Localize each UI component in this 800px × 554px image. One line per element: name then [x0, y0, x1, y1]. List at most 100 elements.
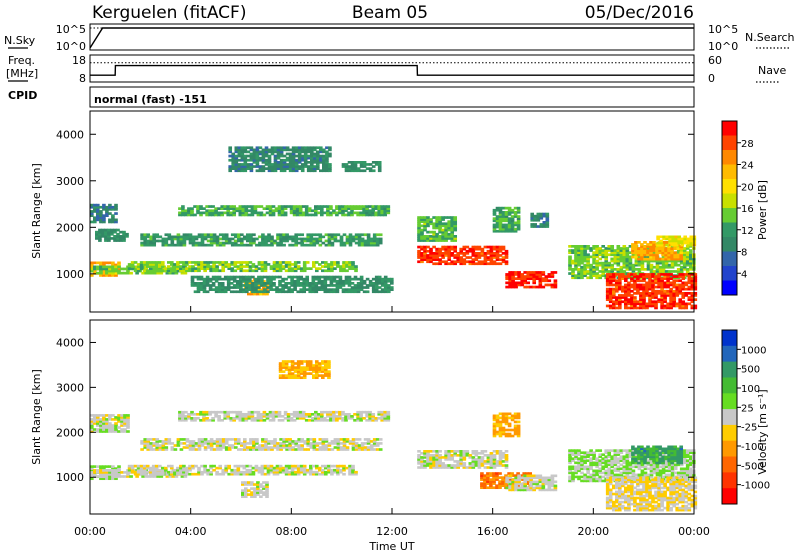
- power-cell: [339, 265, 343, 268]
- power-cell: [338, 275, 343, 279]
- power-cell: [366, 235, 371, 239]
- velocity-cell: [315, 470, 319, 474]
- power-cell: [255, 150, 260, 154]
- power-cell: [536, 218, 541, 222]
- power-cell: [368, 279, 373, 283]
- power-cell: [200, 261, 204, 264]
- velocity-cell: [336, 448, 341, 451]
- power-cell: [678, 287, 683, 291]
- velocity-cell: [133, 472, 138, 476]
- velocity-cell: [380, 413, 385, 416]
- power-cell: [270, 239, 274, 243]
- velocity-cell: [259, 489, 263, 492]
- velocity-cell: [220, 419, 225, 422]
- velocity-cell: [380, 419, 385, 422]
- power-cell: [505, 277, 509, 280]
- power-cell: [244, 213, 249, 217]
- power-cell: [377, 290, 382, 294]
- power-cell: [234, 146, 239, 150]
- power-cell: [261, 243, 265, 247]
- velocity-cell: [272, 472, 277, 476]
- power-cell: [676, 245, 681, 248]
- power-cell: [341, 209, 345, 213]
- power-cell: [608, 275, 613, 278]
- power-cell: [689, 265, 693, 269]
- power-cell: [586, 245, 590, 248]
- power-cell: [648, 281, 652, 285]
- power-cell: [276, 161, 281, 164]
- velocity-cell: [465, 454, 470, 457]
- velocity-cell: [99, 475, 103, 478]
- power-cell: [313, 165, 317, 168]
- power-cell: [651, 296, 655, 299]
- power-cell: [666, 275, 670, 278]
- power-cell: [359, 169, 364, 173]
- power-cell: [239, 275, 243, 279]
- power-cell: [282, 146, 287, 150]
- power-cell: [303, 146, 308, 150]
- power-cell: [489, 245, 494, 249]
- power-cell: [444, 226, 448, 230]
- velocity-cell: [375, 442, 380, 445]
- power-cell: [297, 146, 302, 150]
- power-cell: [634, 259, 639, 263]
- power-cell: [328, 154, 332, 158]
- velocity-cell: [234, 440, 238, 443]
- power-cell: [670, 249, 674, 253]
- power-cell: [270, 235, 274, 239]
- power-cell: [604, 259, 609, 263]
- power-cell: [276, 165, 281, 168]
- power-cell: [347, 167, 352, 170]
- power-cell: [257, 290, 261, 294]
- power-cell: [246, 235, 250, 239]
- power-cell: [161, 243, 166, 247]
- power-cell: [612, 294, 616, 297]
- power-cell: [441, 216, 445, 219]
- power-cell: [193, 284, 198, 287]
- power-cell: [293, 263, 298, 266]
- velocity-cell: [203, 440, 208, 443]
- power-cell: [338, 284, 343, 287]
- power-cell: [601, 272, 606, 275]
- power-cell: [303, 161, 308, 164]
- velocity-cell: [117, 469, 121, 472]
- velocity-cell: [90, 465, 94, 468]
- power-cell: [682, 255, 687, 259]
- power-cell: [501, 256, 506, 259]
- power-cell: [589, 247, 593, 250]
- power-cell: [110, 232, 114, 236]
- power-cell: [684, 306, 689, 310]
- power-cell: [217, 290, 222, 294]
- power-cell: [99, 216, 103, 220]
- power-cell: [633, 304, 637, 308]
- power-cell: [568, 268, 572, 271]
- power-cell: [683, 235, 688, 239]
- power-cell: [693, 281, 698, 285]
- power-cell: [237, 154, 242, 158]
- velocity-cell: [288, 446, 292, 449]
- velocity-cell: [287, 466, 292, 470]
- power-cell: [610, 247, 615, 250]
- velocity-cell: [252, 448, 256, 451]
- power-cell: [689, 251, 693, 254]
- velocity-cell: [272, 466, 277, 470]
- power-cell: [368, 167, 373, 170]
- power-cell: [227, 265, 232, 268]
- power-cell: [209, 233, 214, 237]
- power-cell: [383, 284, 388, 287]
- power-cell: [648, 273, 652, 276]
- velocity-cell: [312, 446, 317, 449]
- power-cell: [693, 306, 698, 310]
- velocity-cell: [227, 464, 232, 468]
- velocity-cell: [167, 470, 171, 474]
- velocity-cell: [423, 460, 427, 463]
- power-cell: [577, 251, 581, 254]
- power-cell: [257, 267, 262, 270]
- velocity-cell: [309, 438, 314, 441]
- power-cell: [95, 235, 99, 238]
- power-cell: [516, 208, 521, 212]
- power-cell: [302, 279, 307, 283]
- velocity-cell: [314, 419, 318, 422]
- velocity-cell: [102, 475, 106, 479]
- power-cell: [281, 286, 285, 289]
